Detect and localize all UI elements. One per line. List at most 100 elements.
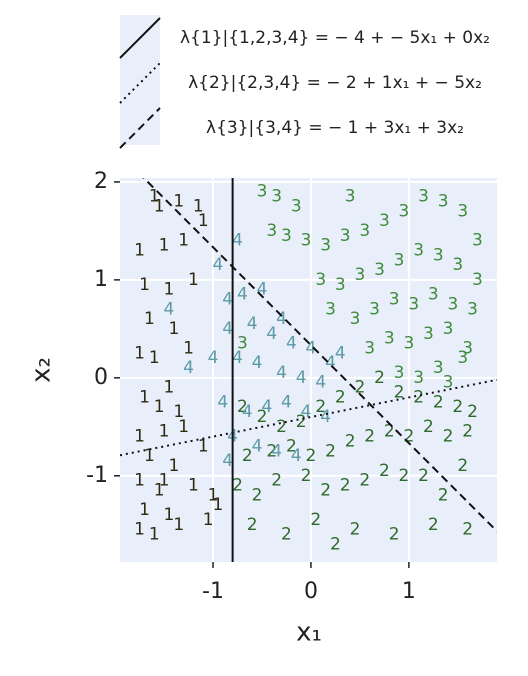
point-marker: 1 <box>188 476 199 496</box>
point-marker: 2 <box>306 446 317 466</box>
legend-label: λ{1}|{1,2,3,4} = − 4 + − 5x₁ + 0x₂ <box>180 28 490 48</box>
point-marker: 3 <box>433 245 444 265</box>
point-marker: 4 <box>335 343 346 363</box>
point-marker: 3 <box>394 363 405 383</box>
point-marker: 1 <box>198 436 209 456</box>
point-marker: 2 <box>301 466 312 486</box>
point-marker: 4 <box>213 255 224 275</box>
point-marker: 3 <box>423 324 434 344</box>
point-marker: 3 <box>457 201 468 221</box>
point-marker: 4 <box>286 334 297 354</box>
point-marker: 4 <box>306 338 317 358</box>
point-marker: 1 <box>168 456 179 476</box>
point-marker: 2 <box>242 446 253 466</box>
point-marker: 1 <box>188 270 199 290</box>
point-marker: 1 <box>193 196 204 216</box>
point-marker: 3 <box>467 299 478 319</box>
point-marker: 2 <box>350 520 361 540</box>
point-marker: 1 <box>198 211 209 231</box>
point-marker: 1 <box>164 280 175 300</box>
point-marker: 2 <box>374 368 385 388</box>
point-marker: 4 <box>276 363 287 383</box>
point-marker: 1 <box>159 236 170 256</box>
point-marker: 4 <box>237 285 248 305</box>
point-marker: 2 <box>310 510 321 530</box>
point-marker: 1 <box>154 480 165 500</box>
legend-line <box>119 107 161 149</box>
point-marker: 4 <box>276 309 287 329</box>
point-marker: 4 <box>208 348 219 368</box>
point-marker: 4 <box>325 353 336 373</box>
point-marker: 3 <box>399 201 410 221</box>
point-marker: 2 <box>384 422 395 442</box>
point-marker: 2 <box>276 417 287 437</box>
point-marker: 2 <box>418 466 429 486</box>
point-marker: 1 <box>159 471 170 491</box>
point-marker: 4 <box>232 231 243 251</box>
point-marker: 4 <box>232 348 243 368</box>
point-marker: 1 <box>134 471 145 491</box>
point-marker: 1 <box>178 417 189 437</box>
point-marker: 1 <box>149 187 160 207</box>
legend-line <box>119 17 161 59</box>
point-marker: 4 <box>252 436 263 456</box>
point-marker: 3 <box>320 236 331 256</box>
point-marker: 2 <box>467 402 478 422</box>
point-marker: 1 <box>144 446 155 466</box>
point-marker: 2 <box>320 480 331 500</box>
point-marker: 2 <box>379 461 390 481</box>
point-marker: 4 <box>291 446 302 466</box>
point-marker: 1 <box>149 348 160 368</box>
point-marker: 2 <box>433 392 444 412</box>
y-tick-label: 1 <box>94 267 108 292</box>
y-tick-label: 2 <box>94 169 108 194</box>
y-axis-label: x₂ <box>27 357 57 383</box>
point-marker: 3 <box>301 231 312 251</box>
point-marker: 3 <box>433 358 444 378</box>
point-marker: 3 <box>374 260 385 280</box>
point-marker: 1 <box>139 500 150 520</box>
point-marker: 1 <box>164 505 175 525</box>
point-marker: 2 <box>452 397 463 417</box>
point-marker: 3 <box>359 221 370 241</box>
point-marker: 4 <box>261 397 272 417</box>
point-marker: 4 <box>320 407 331 427</box>
point-marker: 3 <box>413 368 424 388</box>
point-marker: 3 <box>438 192 449 212</box>
legend-label: λ{3}|{3,4} = − 1 + 3x₁ + 3x₂ <box>206 118 464 138</box>
point-marker: 3 <box>472 231 483 251</box>
point-marker: 2 <box>330 534 341 554</box>
point-marker: 2 <box>438 485 449 505</box>
boundary-line <box>120 378 497 457</box>
point-marker: 4 <box>281 392 292 412</box>
point-marker: 3 <box>345 187 356 207</box>
point-marker: 1 <box>149 525 160 545</box>
point-marker: 2 <box>271 471 282 491</box>
point-marker: 2 <box>462 520 473 540</box>
point-marker: 3 <box>315 270 326 290</box>
point-marker: 3 <box>418 187 429 207</box>
x-tick-label: 0 <box>304 579 318 604</box>
point-marker: 2 <box>413 387 424 407</box>
y-tick-label: 0 <box>94 365 108 390</box>
point-marker: 4 <box>222 451 233 471</box>
point-marker: 2 <box>443 427 454 447</box>
point-marker: 2 <box>281 525 292 545</box>
point-marker: 2 <box>389 525 400 545</box>
point-marker: 3 <box>448 294 459 314</box>
point-marker: 1 <box>173 192 184 212</box>
point-marker: 2 <box>403 427 414 447</box>
point-marker: 2 <box>286 436 297 456</box>
boundary-group <box>120 178 497 562</box>
x-axis-label: x₁ <box>296 618 322 648</box>
point-marker: 3 <box>335 275 346 295</box>
point-marker: 3 <box>443 319 454 339</box>
point-marker: 4 <box>247 314 258 334</box>
point-marker: 2 <box>359 471 370 491</box>
point-marker: 1 <box>173 402 184 422</box>
x-tick-label: -1 <box>202 579 224 604</box>
point-marker: 3 <box>413 240 424 260</box>
point-marker: 3 <box>384 329 395 349</box>
point-marker: 1 <box>178 231 189 251</box>
